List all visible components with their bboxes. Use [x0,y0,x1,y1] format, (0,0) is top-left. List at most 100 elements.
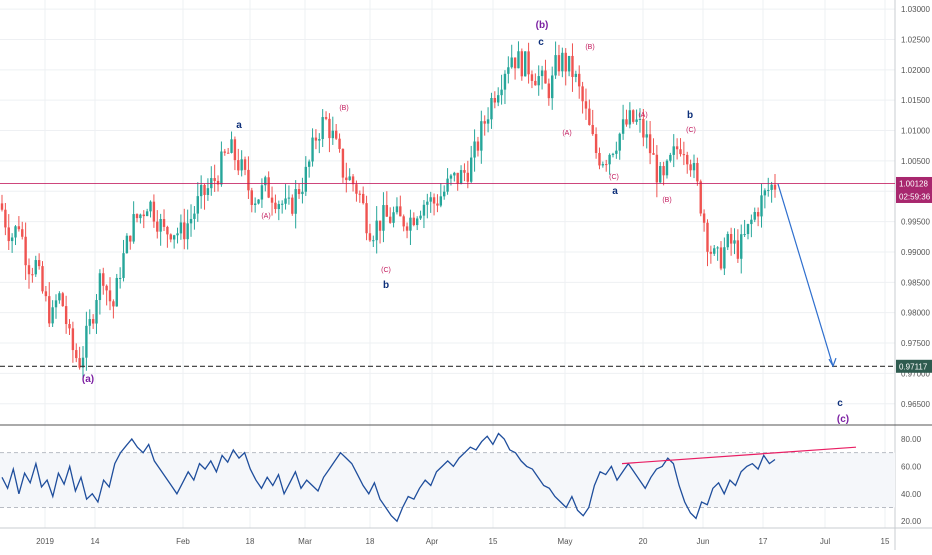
candle-body [206,188,210,195]
candle-body [112,301,115,307]
candle-body [584,101,588,109]
candle-body [48,296,51,324]
candle-body [75,350,78,359]
time-tick-label: 18 [246,537,255,546]
candle-body [203,184,206,195]
candle-body [156,221,159,232]
candle-body [108,290,112,302]
candle-body [713,248,716,254]
candle-body [756,212,760,217]
candle-body [561,52,564,72]
candle-body [459,170,463,184]
price-tick-label: 1.02000 [901,66,930,75]
time-tick-label: 14 [91,537,100,546]
level-lines-layer [0,182,895,368]
wave-label: (A) [261,213,270,220]
wave-label: (A) [638,112,647,119]
candle-body [659,166,662,183]
candle-body [199,184,203,197]
candle-body [118,277,122,279]
candle-body [497,95,500,103]
candle-body [615,150,618,154]
wave-label: c [837,398,843,409]
candle-body [345,177,348,181]
candle-body [524,51,527,77]
time-tick-label: 18 [366,537,375,546]
rsi-line [1,432,776,523]
candle-body [682,154,686,156]
candle-body [601,164,605,166]
candle-body [723,247,726,269]
candle-body [368,233,372,241]
candle-body [365,203,368,234]
candle-body [554,55,557,76]
candle-body [166,226,169,235]
candle-body [753,212,756,220]
candle-body [699,181,702,214]
candle-body [274,202,277,210]
candle-body [419,215,422,219]
candle-body [665,160,669,176]
grid-layer [0,0,895,528]
candle-body [493,98,497,103]
candle-body [179,222,183,234]
candle-body [632,110,635,122]
candle-body [750,219,753,225]
candle-body [547,83,551,99]
candle-body [183,222,186,240]
rsi-tick-label: 80.00 [901,435,922,444]
candle-body [324,117,328,119]
candle-body [294,189,297,214]
candle-body [692,162,696,171]
candle-body [233,139,237,161]
candle-body [216,180,220,185]
candle-body [426,201,429,205]
candle-body [341,148,345,178]
wave-label: (c) [837,414,849,425]
candle-body [588,108,591,125]
candle-body [743,234,746,236]
candle-body [405,226,409,231]
candle-body [145,211,149,217]
candle-body [230,139,233,153]
time-axis: 2019 14 Feb 18 Mar 18 Apr 15 May 20 Jun 17 Jul 15 [36,537,890,546]
candle-body [71,328,75,351]
price-tick-label: 1.03000 [901,5,930,14]
candle-body [709,251,713,254]
price-tick-label: 0.99500 [901,218,930,227]
candle-body [513,57,517,69]
candle-body [372,240,375,242]
time-tick-label: May [557,537,572,546]
candle-body [176,233,179,236]
candle-body [0,203,4,210]
candle-body [544,70,547,84]
candle-body [331,130,335,139]
rsi-pane: 80.00 60.00 40.00 20.00 [0,432,922,526]
time-tick-label: 20 [639,537,648,546]
candle-body [392,212,395,223]
candle-body [105,285,108,291]
candle-body [17,226,21,230]
price-tick-label: 1.00500 [901,157,930,166]
candle-body [605,164,608,166]
candle-body [716,247,719,249]
candle-body [594,134,598,153]
candle-body [226,152,230,154]
candle-body [574,73,578,77]
candle-body [669,154,672,161]
price-tick-label: 0.98500 [901,278,930,287]
candle-body [351,176,355,185]
candle-body [321,117,324,140]
candle-body [456,172,459,184]
candle-body [503,73,507,90]
time-tick-label: 2019 [36,537,54,546]
countdown-tag-bg [896,189,932,203]
candle-body [500,89,503,96]
candle-body [470,157,473,182]
candle-body [591,124,594,135]
candle-body [85,325,88,358]
candle-body [297,189,301,195]
candle-body [608,154,611,165]
candle-body [34,260,37,275]
